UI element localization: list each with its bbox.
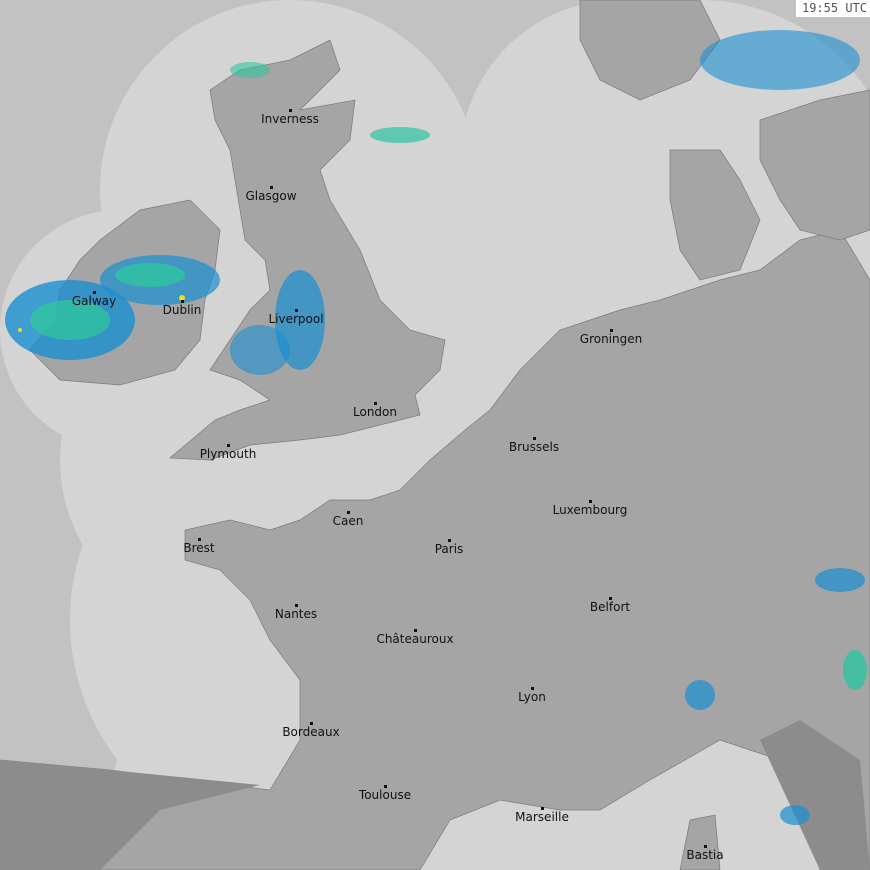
city-label: Belfort — [589, 600, 631, 614]
continent — [0, 229, 870, 870]
city-label: Groningen — [579, 332, 643, 346]
city-label: Lyon — [518, 690, 546, 704]
land-outside-coverage — [0, 720, 870, 870]
city-label: Luxembourg — [552, 503, 628, 517]
city-label: Glasgow — [245, 189, 297, 203]
city-label: Châteauroux — [376, 632, 454, 646]
timestamp: 19:55 UTC — [795, 0, 870, 17]
city-marker — [448, 539, 451, 542]
city-marker — [181, 300, 184, 303]
radar-echoes — [5, 30, 867, 825]
city-label: Liverpool — [268, 312, 324, 326]
city-marker — [414, 629, 417, 632]
city-marker — [609, 597, 612, 600]
city-marker — [533, 437, 536, 440]
city-marker — [610, 329, 613, 332]
city-marker — [531, 687, 534, 690]
city-label: Brussels — [508, 440, 560, 454]
corsica — [679, 814, 721, 870]
city-marker — [589, 500, 592, 503]
city-marker — [347, 511, 350, 514]
city-label: Bastia — [686, 848, 724, 862]
city-label: Caen — [332, 514, 364, 528]
city-marker — [310, 722, 313, 725]
city-marker — [289, 109, 292, 112]
city-marker — [541, 807, 544, 810]
city-marker — [270, 186, 273, 189]
city-label: Dublin — [162, 303, 202, 317]
sweden — [759, 89, 870, 241]
city-marker — [384, 785, 387, 788]
city-label: London — [353, 405, 397, 419]
city-label: Marseille — [515, 810, 569, 824]
city-marker — [93, 291, 96, 294]
city-label: Paris — [434, 542, 464, 556]
city-label: Brest — [183, 541, 215, 555]
denmark — [669, 149, 761, 281]
city-marker — [295, 604, 298, 607]
city-marker — [295, 309, 298, 312]
city-label: Plymouth — [199, 447, 257, 461]
city-marker — [227, 444, 230, 447]
city-label: Galway — [71, 294, 117, 308]
city-label: Bordeaux — [282, 725, 340, 739]
city-marker — [374, 402, 377, 405]
city-label: Inverness — [261, 112, 319, 126]
city-label: Nantes — [274, 607, 318, 621]
city-label: Toulouse — [358, 788, 412, 802]
city-marker — [198, 538, 201, 541]
city-marker — [704, 845, 707, 848]
norway — [579, 0, 721, 101]
